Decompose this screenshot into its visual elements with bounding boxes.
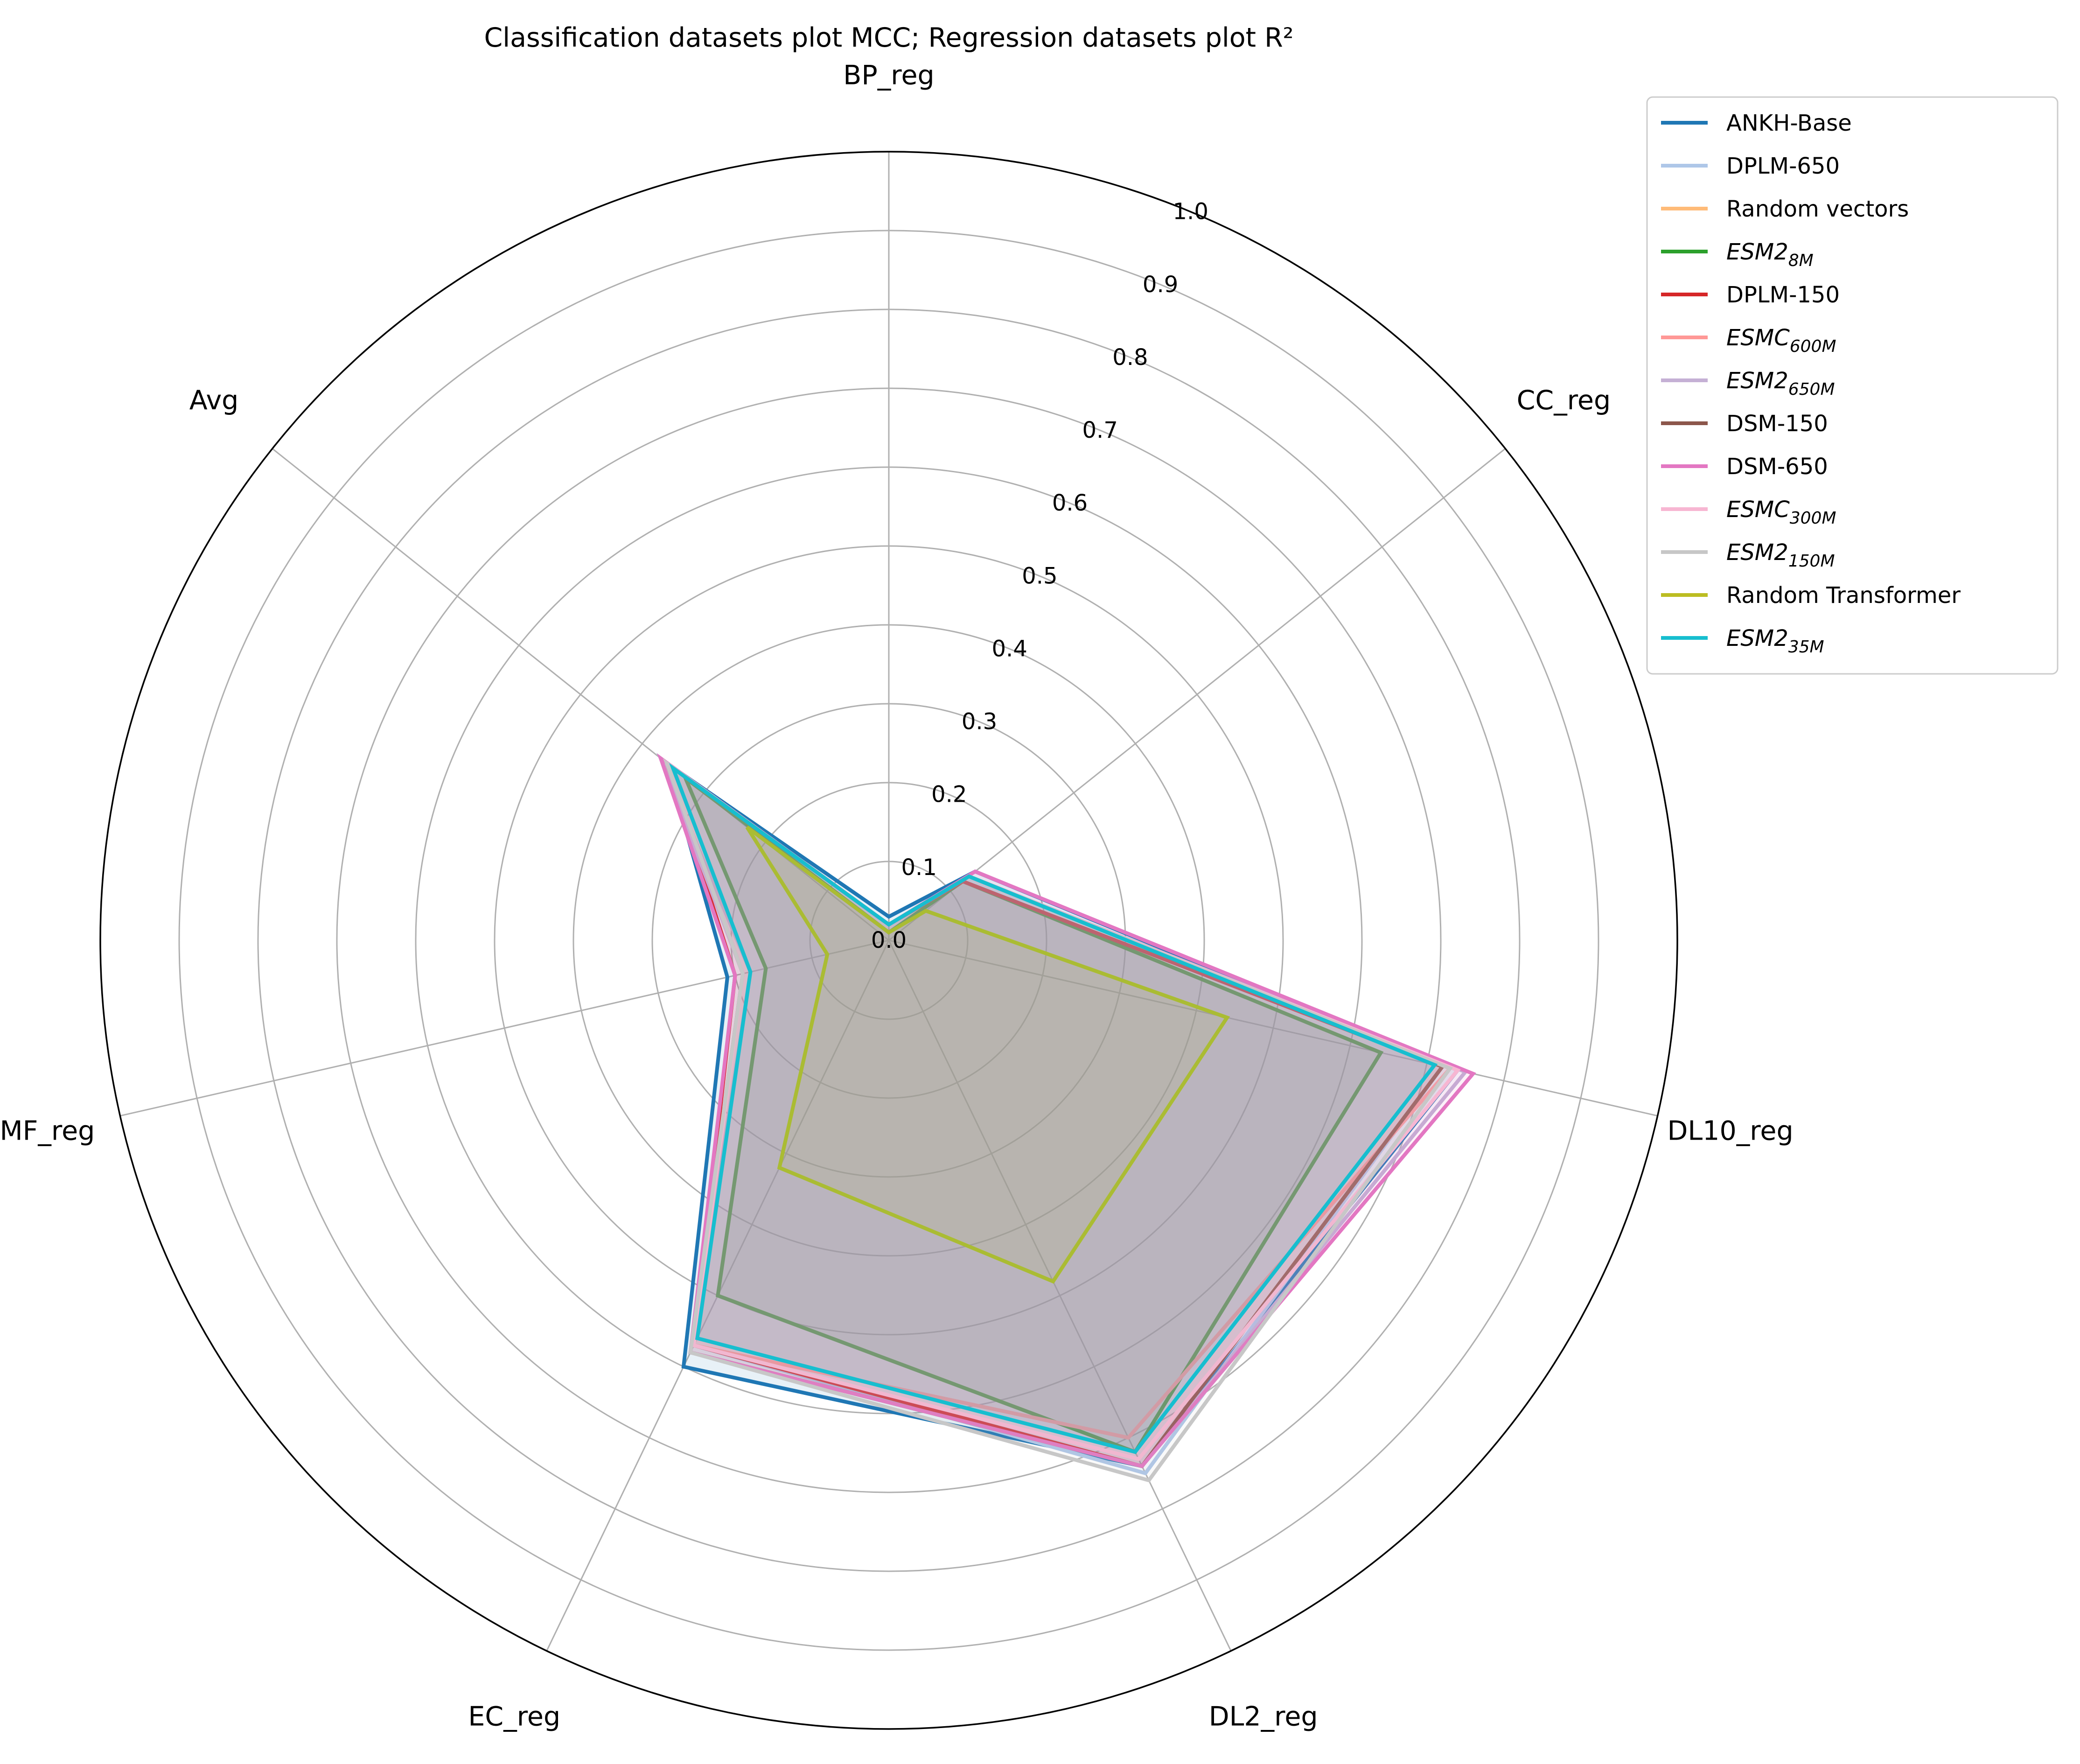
grid-spoke bbox=[888, 939, 1658, 1117]
legend-entry: Random vectors bbox=[1726, 196, 1909, 222]
chart-title: Classification datasets plot MCC; Regres… bbox=[484, 22, 1293, 53]
axis-label-ec-reg: EC_reg bbox=[468, 1701, 560, 1732]
axis-label-avg: Avg bbox=[189, 385, 239, 416]
series-12-line bbox=[669, 763, 1438, 1454]
radar-grid bbox=[99, 151, 1678, 1730]
grid-spoke bbox=[888, 448, 1506, 941]
polar-frame bbox=[99, 151, 1678, 1730]
legend-entry: DSM-150 bbox=[1726, 411, 1828, 437]
axis-label-bp-reg: BP_reg bbox=[843, 60, 934, 91]
radial-tick-label: 0.8 bbox=[1112, 344, 1148, 371]
legend-box bbox=[1646, 96, 2059, 675]
legend-entry: ESM235M bbox=[1726, 625, 1824, 657]
radial-tick-label: 0.0 bbox=[871, 927, 907, 953]
radial-tick-label: 0.2 bbox=[931, 782, 967, 808]
radial-tick-label: 0.5 bbox=[1022, 563, 1057, 589]
legend-entry: DSM-650 bbox=[1726, 454, 1828, 480]
radar-series bbox=[656, 753, 1476, 1483]
axis-label-dl10-reg: DL10_reg bbox=[1668, 1115, 1794, 1146]
legend-entry: Random Transformer bbox=[1726, 582, 1961, 609]
radial-tick-label: 0.4 bbox=[992, 636, 1027, 662]
series-11-line bbox=[745, 826, 1230, 1284]
legend-entry: ESM2650M bbox=[1726, 368, 1835, 399]
axis-label-dl2-reg: DL2_reg bbox=[1209, 1701, 1318, 1732]
legend-entry: DPLM-650 bbox=[1726, 153, 1840, 179]
legend-entry: ESM28M bbox=[1726, 239, 1814, 270]
radial-tick-label: 0.1 bbox=[901, 854, 937, 881]
axis-label-mf-reg: MF_reg bbox=[0, 1115, 95, 1146]
radial-tick-labels: 0.0 0.1 0.2 0.3 0.4 0.5 0.6 0.7 0.8 0.9 1.0 bbox=[871, 199, 1208, 953]
grid-spoke bbox=[888, 940, 1232, 1652]
radial-tick-label: 1.0 bbox=[1173, 199, 1208, 225]
radial-tick-label: 0.6 bbox=[1052, 490, 1088, 516]
grid-spoke bbox=[120, 939, 889, 1117]
legend-entry: ESM2150M bbox=[1726, 539, 1835, 571]
legend: ANKH-Base DPLM-650 Random vectors ESM28M DPL… bbox=[1646, 96, 2059, 675]
radial-tick-label: 0.9 bbox=[1143, 272, 1178, 298]
legend-entry: ESMC600M bbox=[1726, 325, 1836, 356]
series-8-line bbox=[657, 753, 1476, 1469]
radial-tick-label: 0.3 bbox=[962, 709, 997, 735]
axis-labels: BP_reg CC_reg DL10_reg DL2_reg EC_reg MF_reg A… bbox=[0, 60, 1794, 1732]
legend-entry: ESMC300M bbox=[1726, 497, 1836, 528]
radial-tick-label: 0.7 bbox=[1082, 417, 1118, 443]
legend-entry: DPLM-150 bbox=[1726, 282, 1840, 308]
legend-entry: ANKH-Base bbox=[1726, 110, 1852, 136]
axis-label-cc-reg: CC_reg bbox=[1517, 385, 1611, 416]
